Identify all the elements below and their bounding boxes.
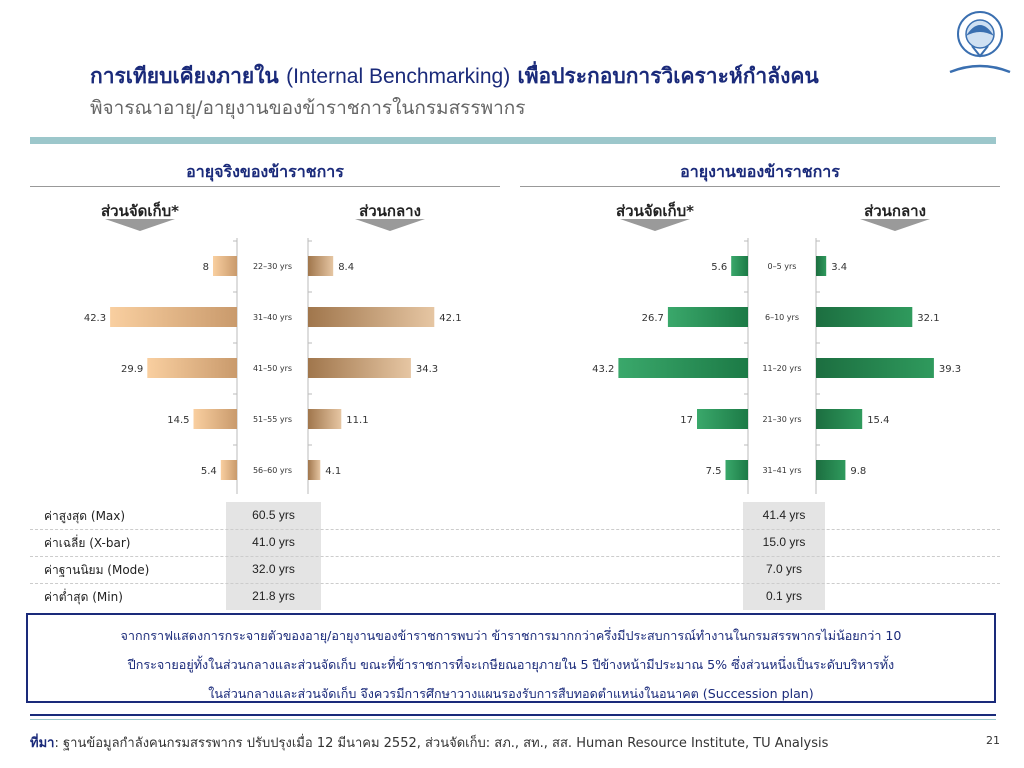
summary-note: จากกราฟแสดงการกระจายตัวของอายุ/อายุงานขอ… xyxy=(26,613,996,703)
service-central-bar xyxy=(816,358,934,378)
service-stat-value: 0.1 yrs xyxy=(765,589,802,603)
age-section-title: อายุจริงของข้าราชการ xyxy=(186,162,344,181)
service-central-header: ส่วนกลาง xyxy=(864,202,926,220)
service-central-bar xyxy=(816,256,827,276)
age-central-value-label: 11.1 xyxy=(346,415,368,426)
butterfly-bar-chart: 8 8.4 22–30 yrs 42.3 42.1 31–40 yrs 29.9 34.3 41… xyxy=(84,238,961,494)
age-collection-value-label: 14.5 xyxy=(167,415,189,426)
service-collection-value-label: 7.5 xyxy=(706,466,722,477)
page-number: 21 xyxy=(986,734,1000,747)
service-central-bar xyxy=(816,409,863,429)
age-central-bar xyxy=(308,409,342,429)
age-stat-value: 21.8 yrs xyxy=(252,589,295,603)
service-collection-value-label: 17 xyxy=(680,415,693,426)
age-category-label: 56–60 yrs xyxy=(253,466,292,475)
header-divider xyxy=(30,137,996,144)
age-stat-value: 32.0 yrs xyxy=(252,562,295,576)
stats-label: ค่าต่ำสุด (Min) xyxy=(44,590,123,604)
source-label: ที่มา xyxy=(30,736,55,751)
age-central-header: ส่วนกลาง xyxy=(359,202,421,220)
service-stat-value: 7.0 yrs xyxy=(765,562,802,576)
stats-row-min: ค่าต่ำสุด (Min) 21.8 yrs 0.1 yrs xyxy=(30,583,1000,610)
service-central-bar xyxy=(816,460,846,480)
service-collection-bar xyxy=(667,307,748,327)
service-collection-bar xyxy=(697,409,748,429)
age-collection-bar xyxy=(147,358,237,378)
service-central-value-label: 39.3 xyxy=(939,364,961,375)
service-collection-value-label: 5.6 xyxy=(711,262,727,273)
service-category-label: 6–10 yrs xyxy=(765,313,799,322)
service-collection-value-label: 26.7 xyxy=(642,313,664,324)
service-central-value-label: 15.4 xyxy=(867,415,889,426)
age-category-label: 22–30 yrs xyxy=(253,262,292,271)
page-subtitle: พิจารณาอายุ/อายุงานของข้าราชการในกรมสรรพ… xyxy=(90,97,526,119)
source-note: ที่มา: ฐานข้อมูลกำลังคนกรมสรรพากร ปรับปร… xyxy=(30,732,828,753)
note-line: ในส่วนกลางและส่วนจัดเก็บ จึงควรมีการศึกษ… xyxy=(208,686,814,701)
chevron-down-icon xyxy=(105,219,175,231)
age-category-label: 51–55 yrs xyxy=(253,415,292,424)
ministry-logo-icon xyxy=(949,11,1011,74)
stats-label: ค่าฐานนิยม (Mode) xyxy=(44,563,150,577)
stats-label: ค่าสูงสุด (Max) xyxy=(44,509,126,523)
service-central-value-label: 32.1 xyxy=(917,313,939,324)
service-central-value-label: 3.4 xyxy=(831,262,847,273)
age-collection-value-label: 42.3 xyxy=(84,313,106,324)
service-collection-bar xyxy=(725,460,748,480)
title-th-part1: การเทียบเคียงภายใน xyxy=(90,64,279,88)
age-central-bar xyxy=(308,358,411,378)
note-line: ปีกระจายอยู่ทั้งในส่วนกลางและส่วนจัดเก็บ… xyxy=(127,657,895,672)
service-collection-bar xyxy=(618,358,748,378)
service-collection-value-label: 43.2 xyxy=(592,364,614,375)
service-category-label: 31–41 yrs xyxy=(762,466,801,475)
stats-row-mode: ค่าฐานนิยม (Mode) 32.0 yrs 7.0 yrs xyxy=(30,556,1000,584)
title-en-part: (Internal Benchmarking) xyxy=(286,65,511,88)
age-central-bar xyxy=(308,307,435,327)
age-central-value-label: 42.1 xyxy=(439,313,461,324)
service-central-bar xyxy=(816,307,913,327)
service-collection-header: ส่วนจัดเก็บ* xyxy=(616,202,694,220)
service-stat-value: 41.4 yrs xyxy=(762,508,806,522)
age-collection-bar xyxy=(220,460,237,480)
service-collection-bar xyxy=(731,256,748,276)
service-category-label: 11–20 yrs xyxy=(762,364,801,373)
stats-row-mean: ค่าเฉลี่ย (X-bar) 41.0 yrs 15.0 yrs xyxy=(30,529,1000,557)
service-stat-value: 15.0 yrs xyxy=(762,535,806,549)
age-collection-value-label: 5.4 xyxy=(201,466,217,477)
source-text: : ฐานข้อมูลกำลังคนกรมสรรพากร ปรับปรุงเมื… xyxy=(54,736,829,751)
stats-label: ค่าเฉลี่ย (X-bar) xyxy=(44,536,131,550)
service-category-label: 0–5 yrs xyxy=(768,262,797,271)
age-central-value-label: 34.3 xyxy=(416,364,438,375)
age-collection-header: ส่วนจัดเก็บ* xyxy=(101,202,179,220)
age-category-label: 31–40 yrs xyxy=(253,313,292,322)
service-section-rule xyxy=(520,186,1000,187)
stats-row-max: ค่าสูงสุด (Max) 60.5 yrs 41.4 yrs xyxy=(30,502,1000,530)
age-collection-value-label: 29.9 xyxy=(121,364,143,375)
age-category-label: 41–50 yrs xyxy=(253,364,292,373)
age-central-bar xyxy=(308,256,334,276)
title-th-part2: เพื่อประกอบการวิเคราะห์กำลังคน xyxy=(517,64,819,88)
chevron-down-icon xyxy=(355,219,425,231)
age-stat-value: 41.0 yrs xyxy=(252,535,295,549)
age-section-rule xyxy=(30,186,500,187)
page-title: การเทียบเคียงภายใน (Internal Benchmarkin… xyxy=(90,60,819,93)
age-central-bar xyxy=(308,460,321,480)
footer-rule-accent xyxy=(30,719,996,720)
age-stat-value: 60.5 yrs xyxy=(252,508,295,522)
age-collection-value-label: 8 xyxy=(203,262,209,273)
age-collection-bar xyxy=(213,256,237,276)
footer-rule xyxy=(30,714,996,716)
chevron-down-icon xyxy=(860,219,930,231)
age-collection-bar xyxy=(110,307,237,327)
age-central-value-label: 8.4 xyxy=(338,262,354,273)
chevron-down-icon xyxy=(620,219,690,231)
service-category-label: 21–30 yrs xyxy=(762,415,801,424)
age-central-value-label: 4.1 xyxy=(325,466,341,477)
note-line: จากกราฟแสดงการกระจายตัวของอายุ/อายุงานขอ… xyxy=(120,628,902,643)
service-central-value-label: 9.8 xyxy=(850,466,866,477)
age-collection-bar xyxy=(193,409,237,429)
service-section-title: อายุงานของข้าราชการ xyxy=(680,162,840,181)
